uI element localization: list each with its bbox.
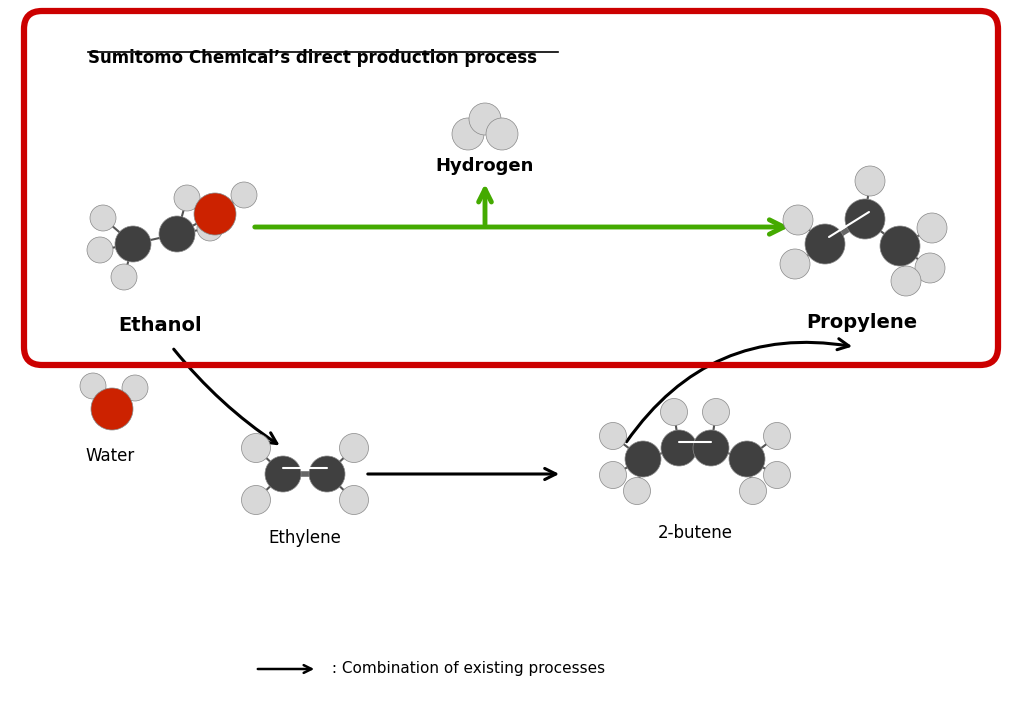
Circle shape: [764, 462, 791, 489]
Circle shape: [80, 373, 106, 399]
Circle shape: [599, 423, 627, 450]
Circle shape: [90, 205, 116, 231]
Circle shape: [845, 199, 885, 239]
Circle shape: [729, 441, 765, 477]
Circle shape: [764, 423, 791, 450]
Circle shape: [340, 486, 369, 515]
Circle shape: [197, 215, 223, 241]
Text: Ethanol: Ethanol: [118, 316, 202, 335]
Circle shape: [918, 213, 947, 243]
Circle shape: [805, 224, 845, 264]
Circle shape: [122, 375, 148, 401]
Circle shape: [599, 462, 627, 489]
Circle shape: [624, 477, 650, 505]
Circle shape: [231, 182, 257, 208]
Circle shape: [115, 226, 151, 262]
Circle shape: [265, 456, 301, 492]
Circle shape: [242, 486, 270, 515]
Text: Propylene: Propylene: [807, 313, 918, 332]
Text: Sumitomo Chemical’s direct production process: Sumitomo Chemical’s direct production pr…: [88, 49, 537, 67]
Circle shape: [452, 118, 484, 150]
Text: : Combination of existing processes: : Combination of existing processes: [327, 661, 605, 676]
Circle shape: [702, 398, 729, 425]
Circle shape: [880, 226, 920, 266]
Circle shape: [111, 264, 137, 290]
Circle shape: [91, 388, 133, 430]
Circle shape: [780, 249, 810, 279]
Circle shape: [783, 205, 813, 235]
Circle shape: [242, 433, 270, 462]
Text: 2-butene: 2-butene: [657, 524, 732, 542]
Circle shape: [469, 103, 501, 135]
Circle shape: [739, 477, 767, 505]
Circle shape: [625, 441, 662, 477]
Circle shape: [194, 193, 236, 235]
Text: Ethylene: Ethylene: [268, 529, 341, 547]
Circle shape: [693, 430, 729, 466]
Text: Hydrogen: Hydrogen: [436, 157, 535, 175]
Circle shape: [87, 237, 113, 263]
Circle shape: [660, 398, 687, 425]
Circle shape: [340, 433, 369, 462]
Circle shape: [174, 185, 200, 211]
Circle shape: [891, 266, 921, 296]
Circle shape: [309, 456, 345, 492]
Circle shape: [662, 430, 697, 466]
Text: Water: Water: [85, 447, 134, 465]
Circle shape: [486, 118, 518, 150]
Circle shape: [855, 166, 885, 196]
Circle shape: [159, 216, 195, 252]
Circle shape: [915, 253, 945, 283]
